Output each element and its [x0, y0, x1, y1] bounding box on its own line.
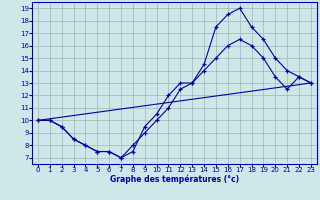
X-axis label: Graphe des températures (°c): Graphe des températures (°c)	[110, 174, 239, 184]
